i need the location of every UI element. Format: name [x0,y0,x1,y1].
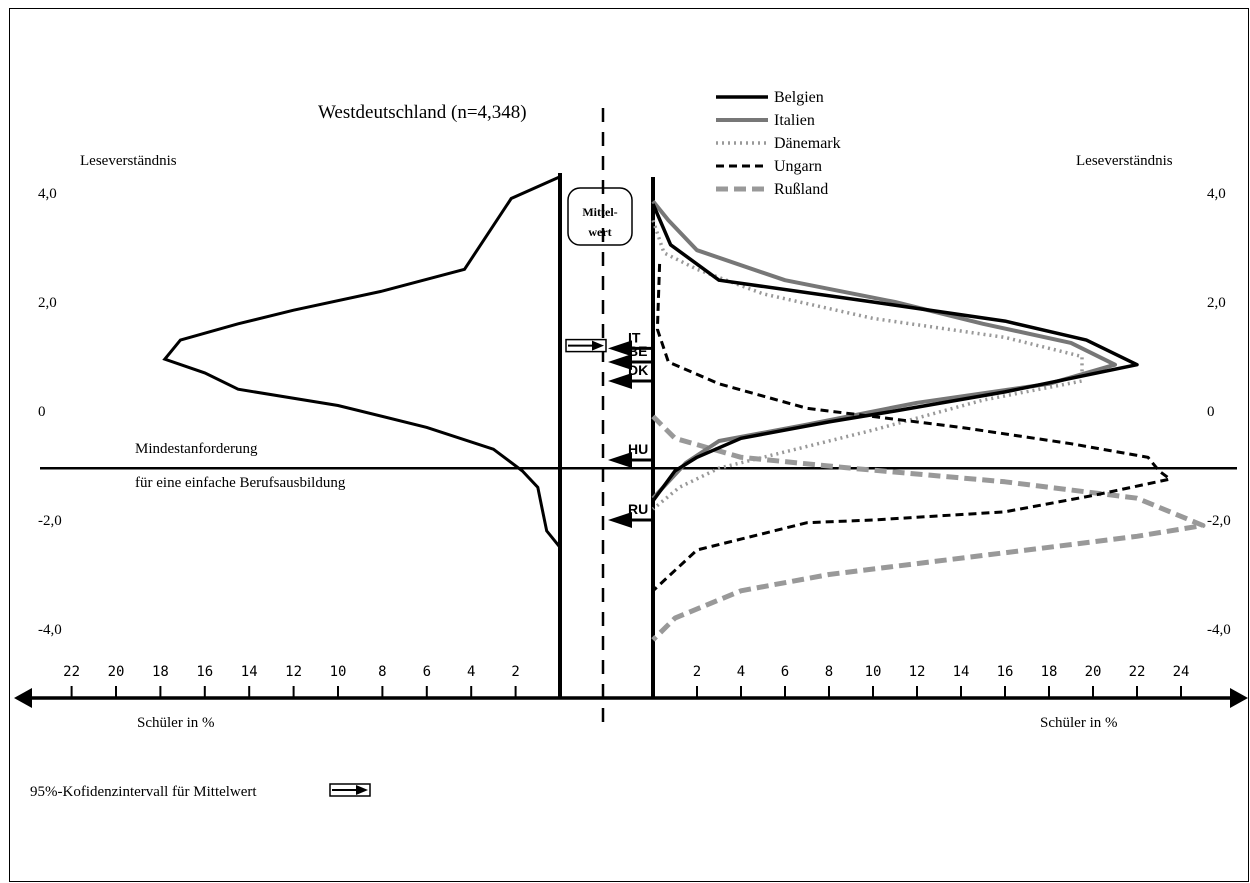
ci-legend-label: 95%-Kofidenzintervall für Mittelwert [30,784,257,800]
y-tick-left: 4,0 [38,186,57,202]
x-tick-label-left: 8 [378,664,386,680]
x-tick-label-left: 14 [241,664,258,680]
x-tick-label-left: 6 [423,664,431,680]
ci-legend-arrow [356,785,368,795]
x-tick-label-right: 18 [1041,664,1058,680]
series-rußland [651,414,1206,642]
y-tick-right: -2,0 [1207,513,1231,529]
legend-label: Ungarn [774,158,822,175]
x-tick-label-left: 2 [511,664,519,680]
series-belgien [651,203,1139,502]
x-tick-label-right: 20 [1085,664,1102,680]
series-italien [651,199,1117,500]
country-marker-arrow [608,373,632,390]
x-tick-label-left: 12 [285,664,302,680]
x-tick-label-left: 22 [63,664,80,680]
series-westdeutschland [162,175,562,549]
series-dänemark [651,219,1084,511]
legend-label: Italien [774,112,815,129]
y-tick-left: 0 [38,404,46,420]
country-marker-arrow [608,353,632,370]
x-tick-label-right: 2 [693,664,701,680]
x-axis-label-left: Schüler in % [137,715,214,731]
x-tick-label-right: 8 [825,664,833,680]
x-tick-label-right: 22 [1129,664,1146,680]
y-tick-right: -4,0 [1207,622,1231,638]
legend-label: Dänemark [774,135,841,152]
mean-box [567,187,633,246]
threshold-label-2: für eine einfache Berufsausbildung [135,475,346,491]
legend-label: Belgien [774,89,824,106]
y-tick-right: 0 [1207,404,1215,420]
x-tick-label-right: 16 [997,664,1014,680]
x-tick-label-right: 14 [953,664,970,680]
figure-frame [9,8,1249,882]
country-marker-code: RU [628,501,648,517]
country-marker-arrow [608,512,632,528]
x-tick-label-left: 18 [152,664,169,680]
series-ungarn [651,263,1172,592]
y-tick-right: 2,0 [1207,295,1226,311]
y-axis-label-right: Leseverständnis [1076,153,1173,169]
x-tick-label-left: 4 [467,664,475,680]
plot-layer: 4,0 4,02,0 2,00 0-2,0 -2,0-4,0 -4,022 20 18 16 14… [14,89,1248,797]
y-tick-right: 4,0 [1207,186,1226,202]
wgermany-ci-arrow [592,340,604,351]
country-marker-arrow [608,452,632,469]
x-axis-arrow-right [1230,688,1248,708]
x-tick-label-right: 24 [1173,664,1190,680]
y-axis-label-left: Leseverständnis [80,153,177,169]
y-tick-left: -4,0 [38,622,62,638]
x-axis-arrow-left [14,688,32,708]
chart-title: Westdeutschland (n=4,348) [318,102,527,123]
x-tick-label-right: 4 [737,664,745,680]
x-tick-label-right: 12 [909,664,926,680]
x-tick-label-left: 10 [330,664,347,680]
threshold-label-1: Mindestanforderung [135,441,258,457]
x-tick-label-left: 16 [196,664,213,680]
country-marker-code: IT [628,329,641,345]
y-tick-left: 2,0 [38,295,57,311]
mean-box-line-1: Mittel- [582,205,617,219]
country-marker-code: HU [628,441,648,457]
y-tick-left: -2,0 [38,513,62,529]
x-axis-label-right: Schüler in % [1040,715,1117,731]
x-tick-label-right: 10 [865,664,882,680]
country-marker-code: DK [628,362,648,378]
mean-box-line-2: wert [588,225,611,239]
country-marker-arrow [608,340,632,357]
country-marker-code: BE [628,343,647,359]
x-tick-label-right: 6 [781,664,789,680]
legend-label: Rußland [774,181,828,198]
x-tick-label-left: 20 [108,664,125,680]
